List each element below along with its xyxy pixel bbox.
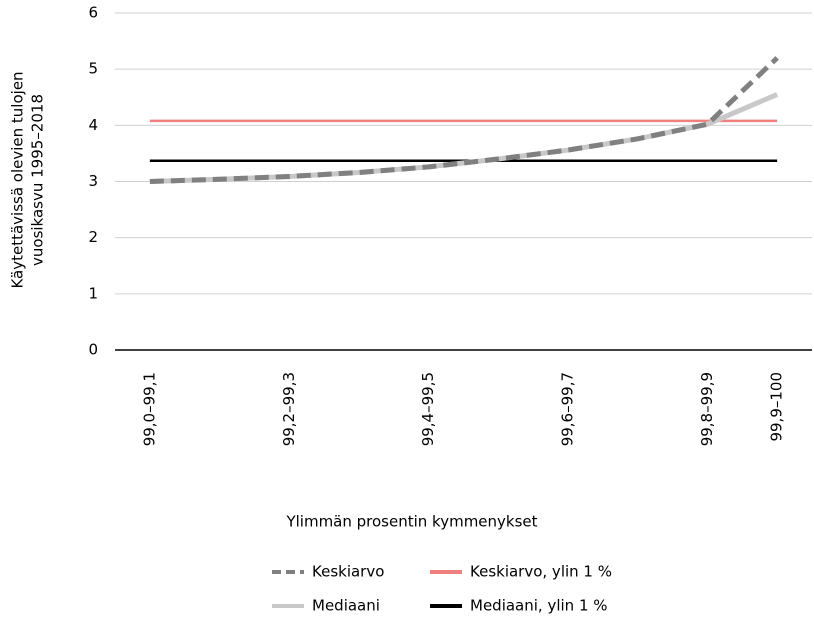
series-line (149, 56, 779, 184)
y-tick-label: 1 (88, 284, 98, 302)
x-tick-label: 99,6–99,7 (559, 372, 577, 446)
y-tick-label: 6 (88, 4, 98, 22)
y-tick-label: 2 (88, 228, 98, 246)
x-tick-label: 99,8–99,9 (698, 372, 716, 446)
y-tick-label: 4 (88, 116, 98, 134)
x-axis-title: Ylimmän prosentin kymmenykset (285, 513, 537, 531)
y-axis-title-line: Käytettävissä olevien tulojen (9, 71, 27, 288)
y-tick-label: 0 (88, 341, 98, 359)
legend-label: Mediaani, ylin 1 % (470, 597, 608, 615)
y-tick-label: 5 (88, 60, 98, 78)
y-axis-title-line: vuosikasvu 1995–2018 (29, 94, 47, 266)
x-tick-label: 99,2–99,3 (280, 372, 298, 446)
legend-label: Mediaani (312, 597, 380, 615)
x-tick-label: 99,9–100 (768, 372, 786, 442)
x-tick-label: 99,4–99,5 (419, 372, 437, 446)
y-axis-title: Käytettävissä olevien tulojen vuosikasvu… (9, 71, 47, 288)
series-line (149, 92, 779, 184)
legend-label: Keskiarvo, ylin 1 % (470, 563, 612, 581)
legend-label: Keskiarvo (312, 563, 384, 581)
y-tick-label: 3 (88, 172, 98, 190)
x-tick-label: 99,0–99,1 (140, 372, 158, 446)
